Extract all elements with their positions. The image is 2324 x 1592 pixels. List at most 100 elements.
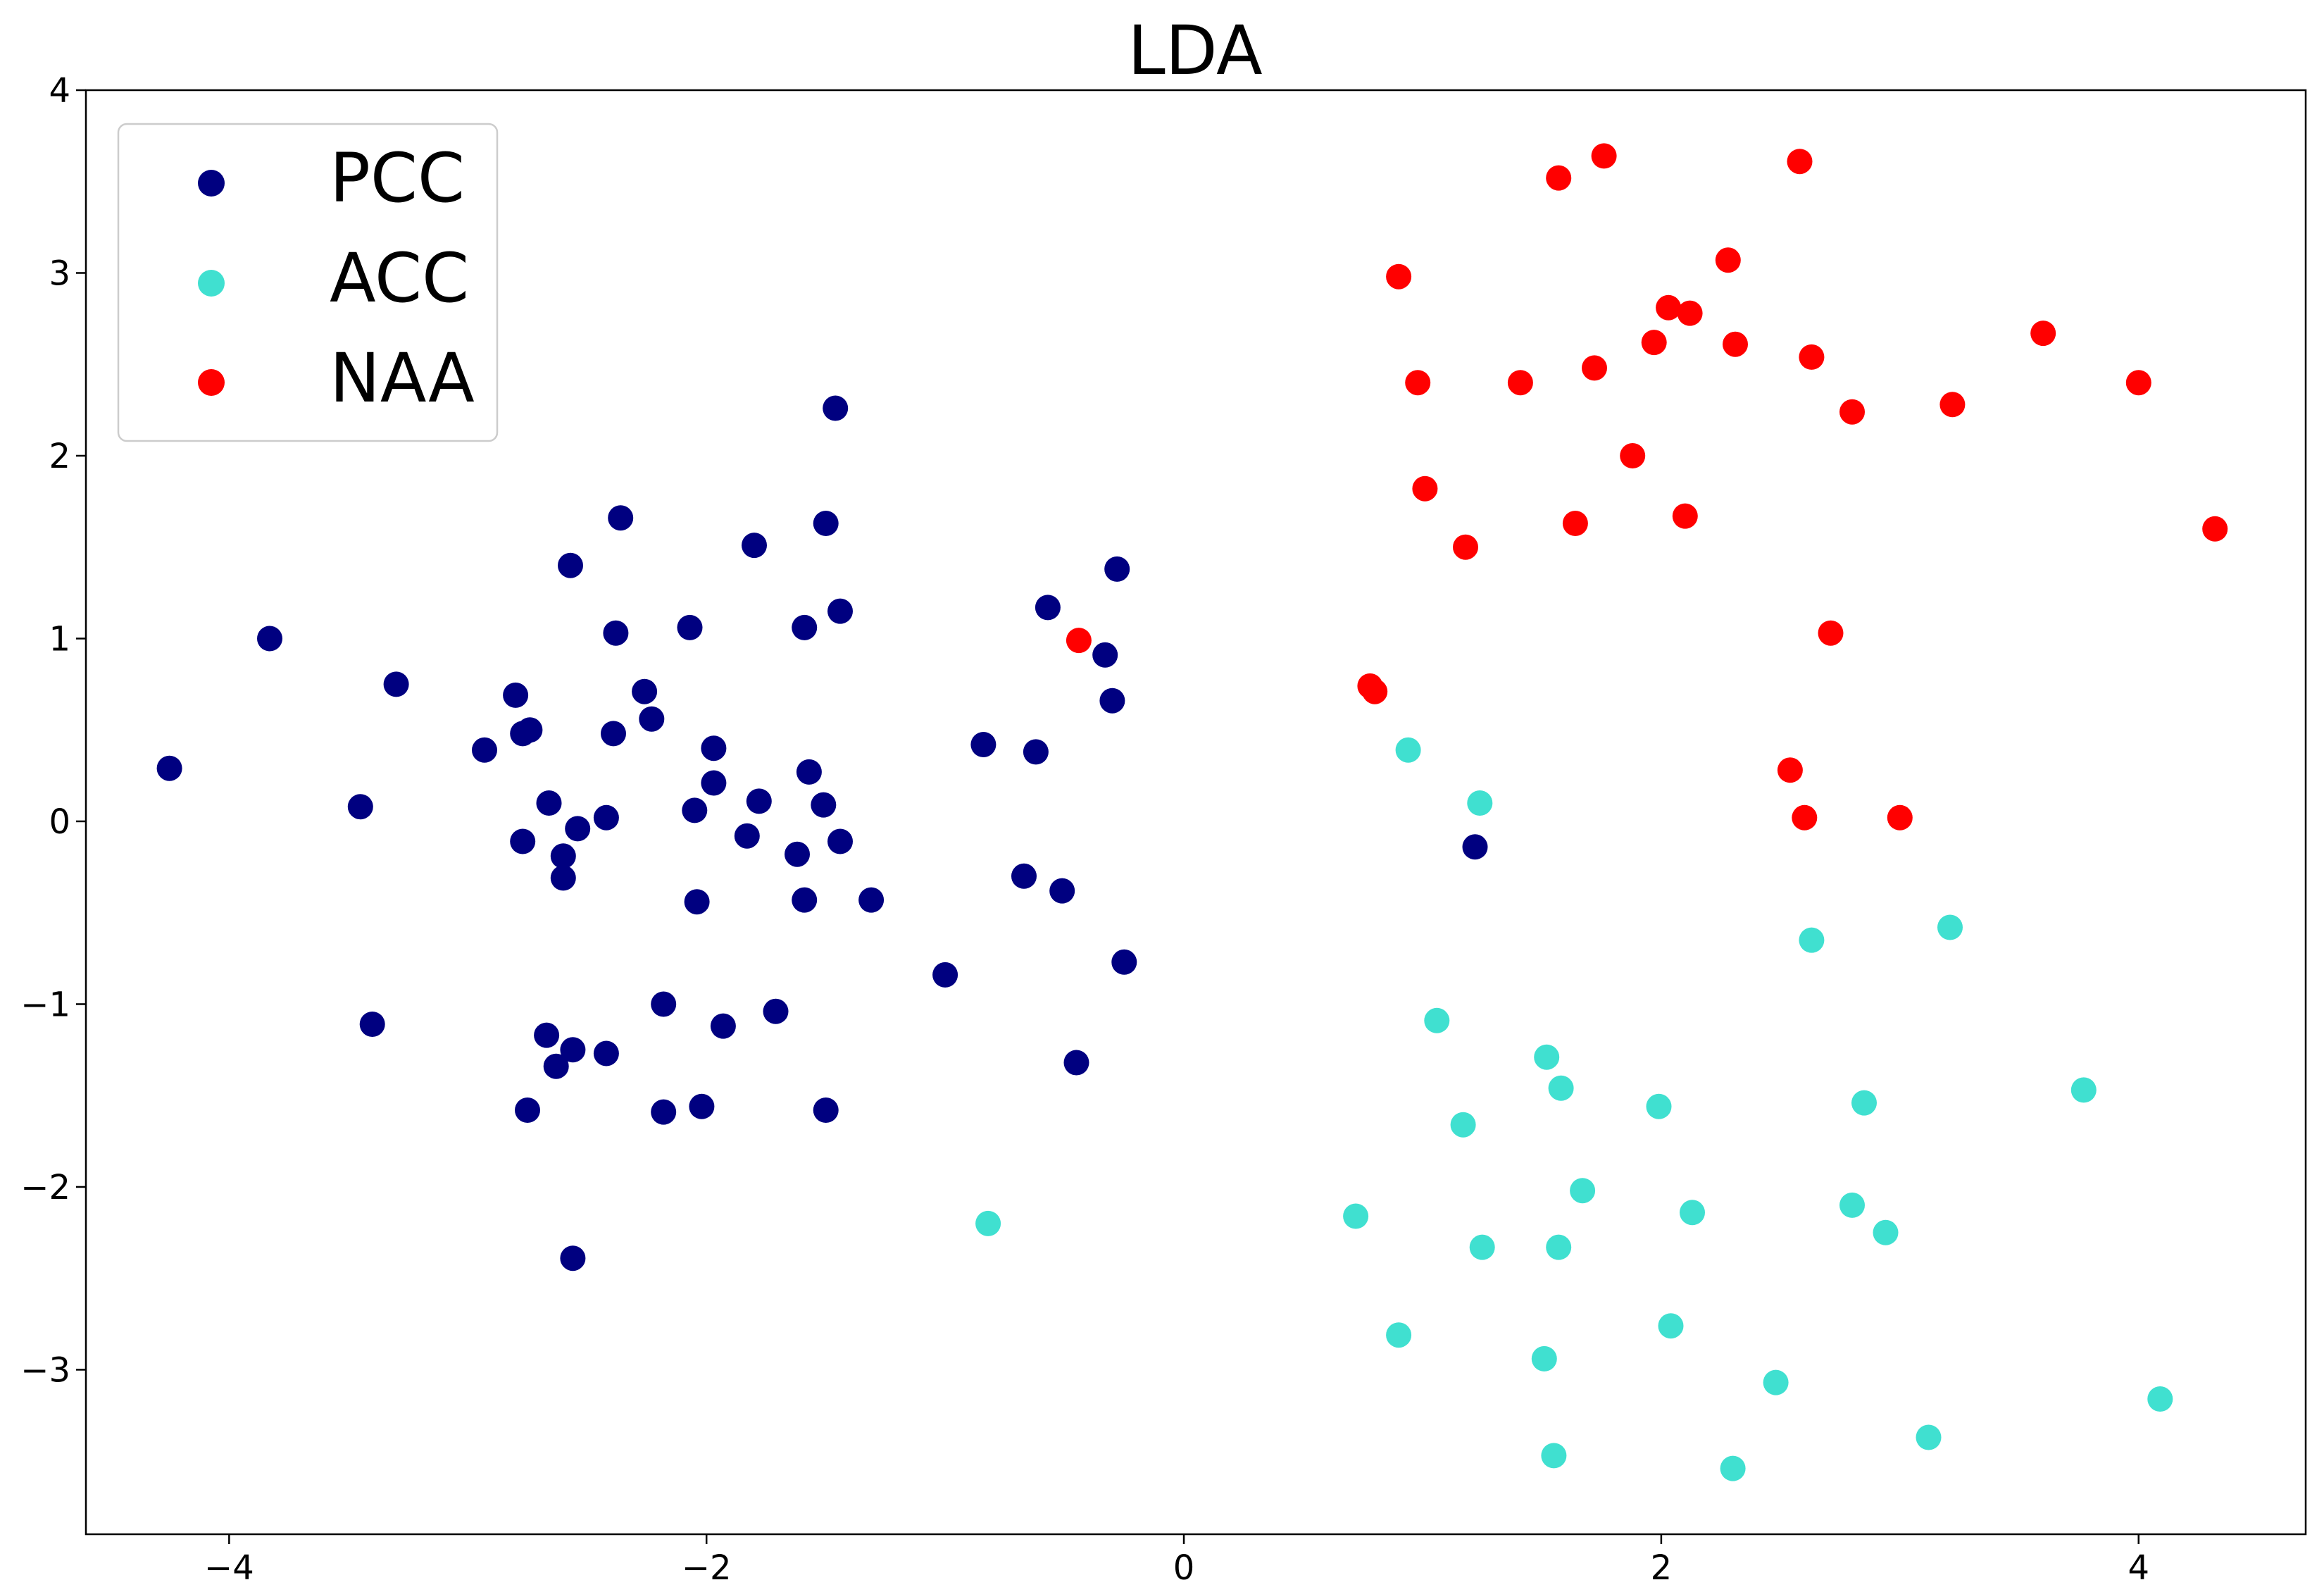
data-point-naa [1799,344,1825,370]
data-point-naa [1066,628,1092,654]
legend-label-pcc: PCC [330,139,465,218]
x-tick-label: −2 [682,1548,732,1588]
data-point-pcc [701,770,727,796]
data-point-pcc [550,843,576,869]
data-point-pcc [651,991,677,1017]
data-point-acc [1916,1424,1942,1450]
data-point-acc [1646,1093,1672,1119]
data-point-pcc [1023,739,1049,765]
legend: PCC ACC NAA [117,123,499,442]
data-point-pcc [257,626,282,652]
data-point-naa [1715,247,1741,273]
data-point-acc [1546,1234,1572,1260]
data-point-pcc [156,755,182,781]
data-point-pcc [534,1022,560,1048]
data-point-naa [1620,443,1646,468]
y-tick-label: 1 [49,619,70,659]
data-point-pcc [701,735,727,761]
data-point-acc [1799,927,1825,953]
x-axis: −4 −2 0 2 4 [204,1534,2149,1588]
data-point-acc [1386,1322,1412,1348]
data-point-naa [1792,804,1818,831]
data-point-naa [1839,399,1865,425]
data-point-naa [1723,331,1748,357]
data-point-pcc [827,828,853,854]
data-point-pcc [1049,878,1075,904]
data-point-pcc [603,620,629,646]
data-point-pcc [565,816,591,842]
y-tick-label: −2 [20,1168,70,1207]
data-point-pcc [827,598,853,624]
data-point-pcc [517,717,543,743]
data-point-naa [2202,516,2228,542]
data-point-pcc [734,823,760,849]
data-point-pcc [1099,688,1125,714]
data-point-naa [1405,370,1431,396]
data-point-naa [1546,165,1572,191]
data-point-pcc [785,841,810,867]
x-tick-label: 4 [2128,1548,2149,1588]
x-tick-label: 2 [1651,1548,1673,1588]
data-point-naa [1677,300,1703,326]
data-point-pcc [1092,642,1118,668]
data-point-pcc [970,732,997,757]
x-tick-label: −4 [204,1548,254,1588]
data-point-pcc [1011,863,1037,889]
data-point-naa [1887,804,1913,831]
data-point-pcc [746,788,772,814]
data-point-naa [1507,370,1533,396]
data-point-pcc [792,614,818,640]
data-point-pcc [1462,834,1488,860]
data-point-acc [1937,914,1963,940]
legend-box [117,123,499,442]
data-point-pcc [550,865,576,891]
data-point-pcc [593,1040,619,1066]
data-point-naa [2030,321,2056,347]
data-point-naa [1591,143,1617,169]
data-point-pcc [742,533,767,559]
x-tick-label: 0 [1173,1548,1195,1588]
data-point-pcc [858,887,885,913]
y-tick-label: 4 [49,71,70,111]
data-point-pcc [823,395,849,421]
data-point-pcc [1063,1050,1089,1076]
data-point-naa [1818,620,1844,646]
data-point-pcc [932,962,958,988]
data-point-acc [2147,1386,2173,1412]
data-point-acc [1720,1455,1746,1481]
data-point-pcc [472,737,497,763]
data-point-naa [1582,355,1607,381]
data-point-acc [1467,790,1493,816]
legend-marker-naa [198,369,225,396]
data-point-acc [1548,1075,1574,1101]
data-point-acc [1658,1313,1684,1339]
data-point-naa [1939,392,1966,418]
data-point-pcc [632,678,658,704]
data-point-naa [1362,678,1388,704]
data-point-pcc [763,998,789,1024]
data-point-pcc [1104,556,1130,582]
y-tick-label: 3 [49,254,70,293]
data-point-naa [1453,534,1478,560]
data-point-acc [1873,1219,1899,1245]
data-point-pcc [689,1093,715,1119]
data-point-pcc [677,614,703,640]
data-point-pcc [536,790,562,816]
data-point-naa [1412,475,1438,502]
data-point-pcc [560,1037,586,1063]
data-point-acc [975,1210,1001,1236]
data-point-acc [1763,1369,1789,1395]
y-tick-label: −1 [20,985,70,1024]
legend-label-naa: NAA [330,339,475,418]
data-point-acc [1531,1345,1557,1372]
y-tick-label: 2 [49,437,70,476]
data-point-acc [1424,1007,1450,1033]
data-point-pcc [383,671,409,697]
legend-marker-pcc [198,170,225,197]
data-point-naa [1656,294,1682,321]
data-point-naa [1672,503,1698,529]
data-point-pcc [1035,595,1061,621]
legend-label-acc: ACC [330,239,469,318]
